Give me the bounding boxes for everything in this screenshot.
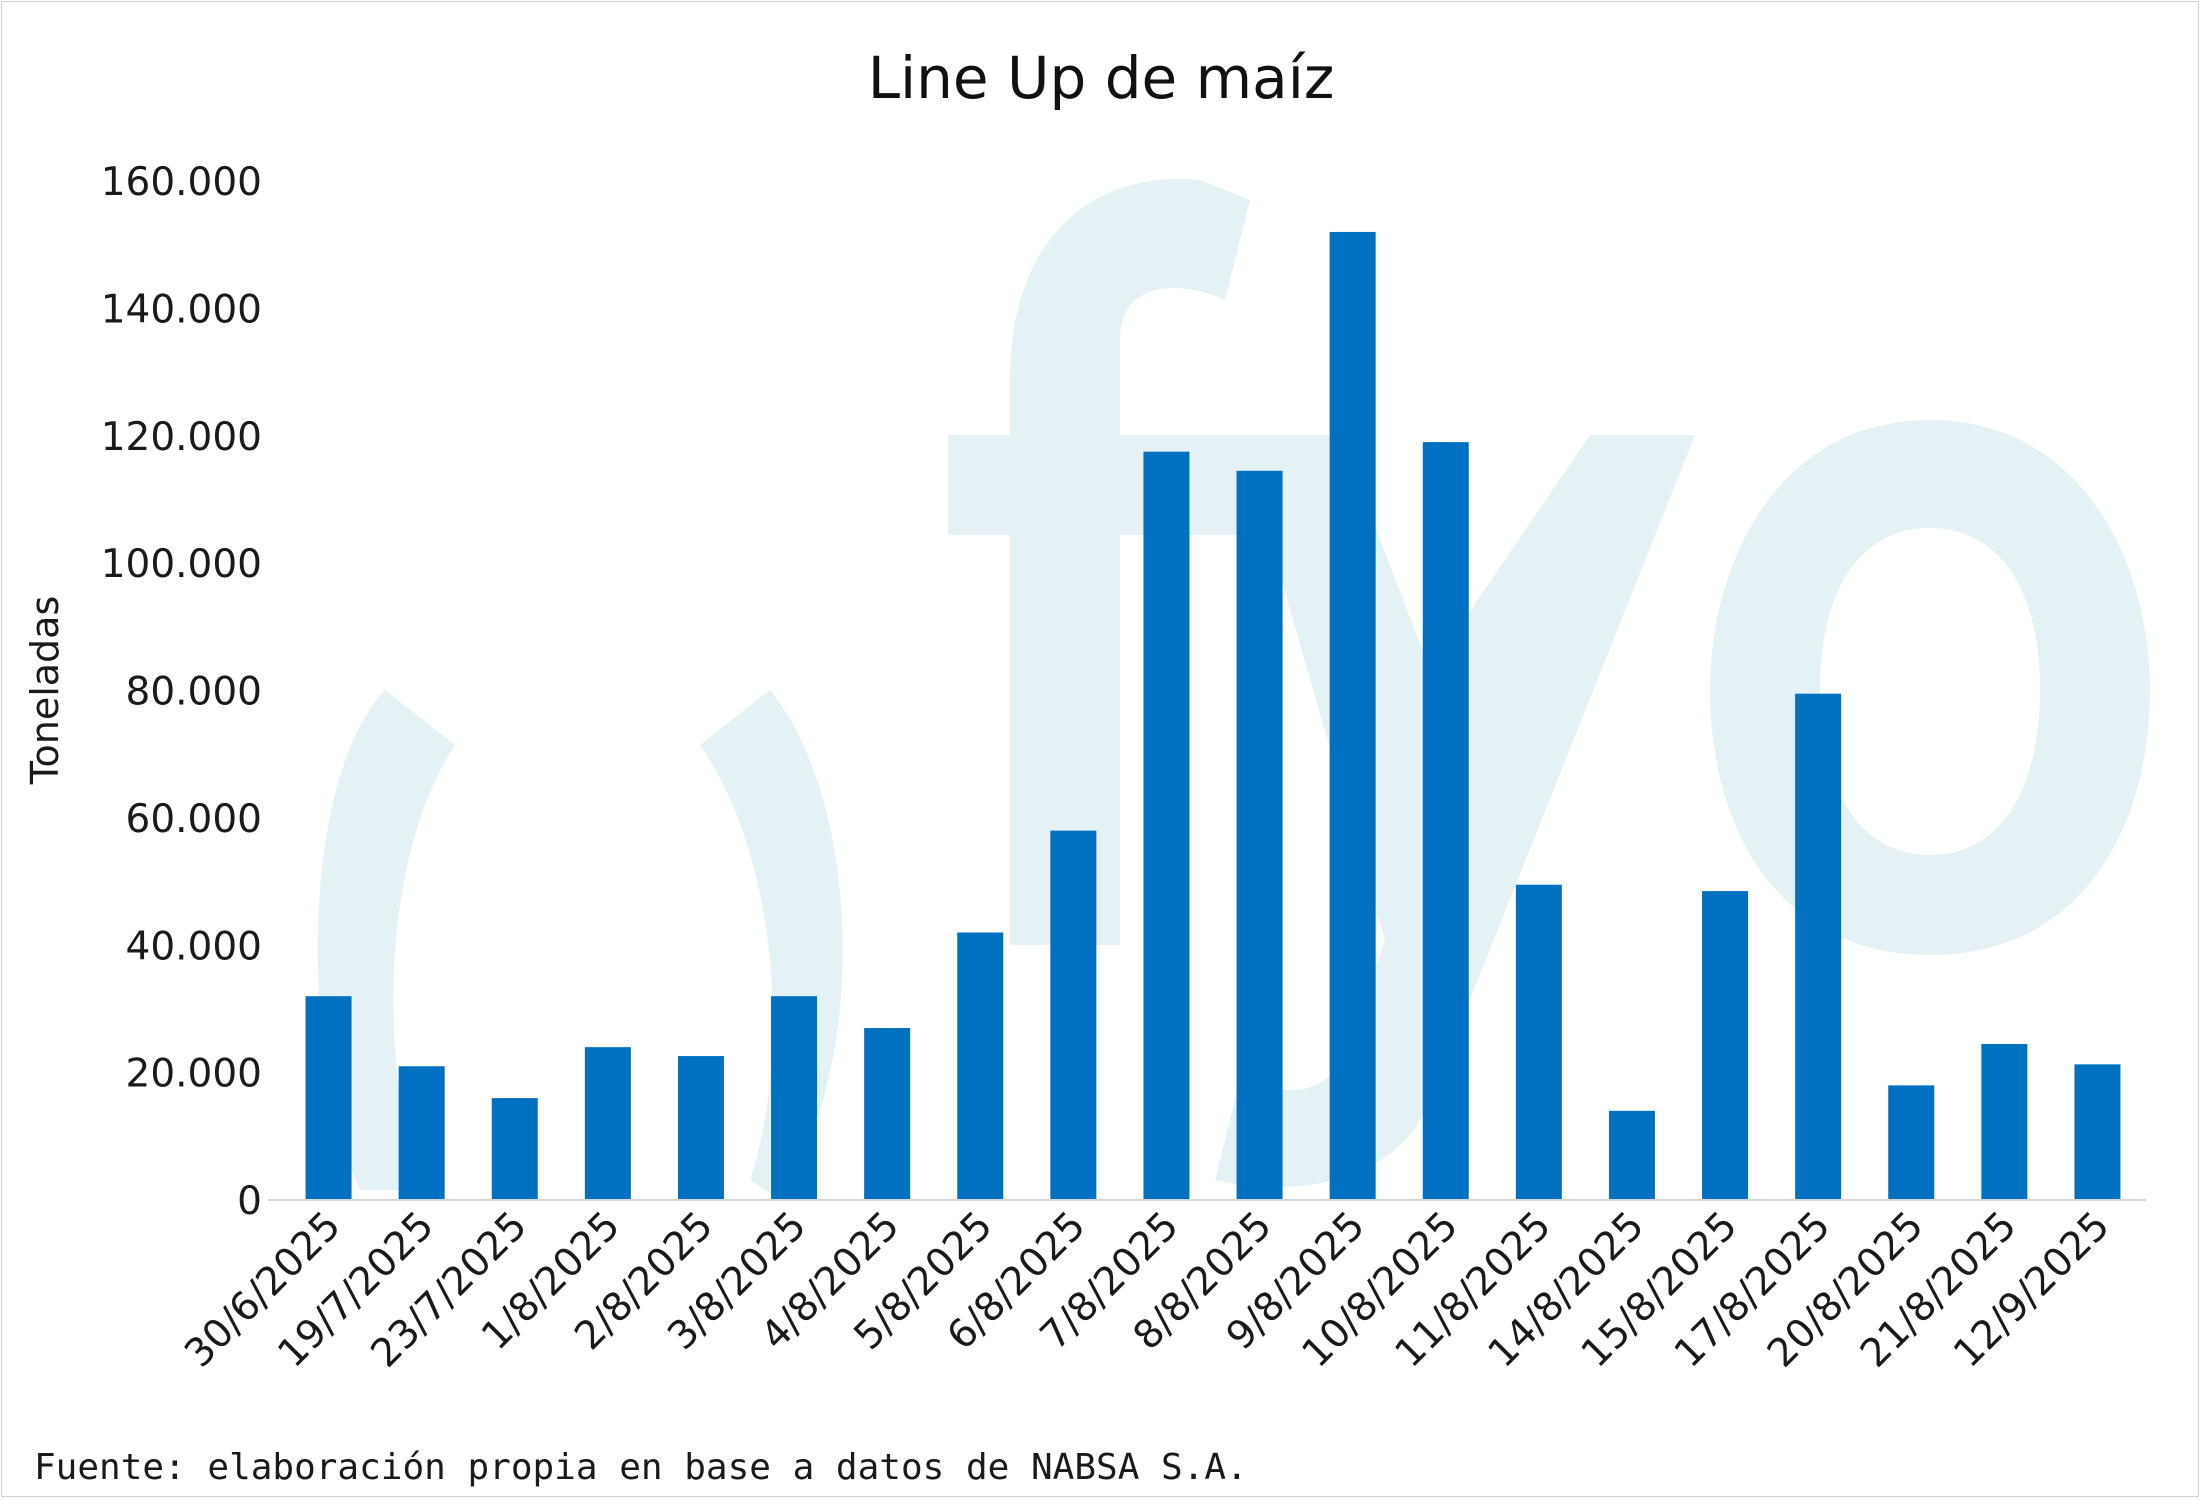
- bar: [771, 996, 818, 1200]
- y-tick-label: 120.000: [101, 415, 262, 460]
- bar: [864, 1028, 911, 1200]
- bar: [584, 1047, 631, 1200]
- bar: [2074, 1064, 2121, 1200]
- chart-title: Line Up de maíz: [868, 44, 1335, 112]
- bar: [957, 932, 1004, 1200]
- y-tick-label: 0: [237, 1179, 262, 1224]
- bar: [1236, 470, 1283, 1200]
- y-tick-label: 160.000: [101, 160, 262, 205]
- bar: [491, 1098, 538, 1200]
- y-tick-label: 80.000: [126, 670, 262, 715]
- bar: [1329, 231, 1376, 1200]
- y-tick-label: 100.000: [101, 542, 262, 587]
- y-tick-label: 20.000: [126, 1052, 262, 1097]
- watermark-arc-left: [317, 690, 455, 1190]
- watermark-letter-f: [948, 178, 1260, 946]
- y-tick-label: 140.000: [101, 287, 262, 332]
- source-note: Fuente: elaboración propia en base a dat…: [34, 1447, 1248, 1488]
- y-tick-label: 60.000: [126, 797, 262, 842]
- bar: [1515, 884, 1562, 1200]
- bar: [398, 1066, 445, 1200]
- x-tick-labels: 30/6/202519/7/202523/7/20251/8/20252/8/2…: [176, 1203, 2118, 1376]
- bars: [305, 231, 2121, 1200]
- bar: [1422, 442, 1469, 1200]
- y-tick-label: 40.000: [126, 924, 262, 969]
- bar: [1608, 1110, 1655, 1200]
- bar: [1050, 830, 1097, 1200]
- bar: [1143, 451, 1190, 1200]
- bar: [1981, 1043, 2028, 1200]
- bar: [1888, 1085, 1935, 1200]
- watermark-logo: [317, 178, 2150, 1200]
- bar: [1702, 891, 1749, 1200]
- watermark-letter-o: [1710, 420, 2150, 955]
- y-tick-labels: 0 20.000 40.000 60.000 80.000 100.000 120.000 1…: [101, 160, 262, 1224]
- bar: [305, 996, 352, 1200]
- bar: [1795, 693, 1842, 1200]
- bar: [677, 1056, 724, 1200]
- y-axis-label: Toneladas: [23, 596, 67, 786]
